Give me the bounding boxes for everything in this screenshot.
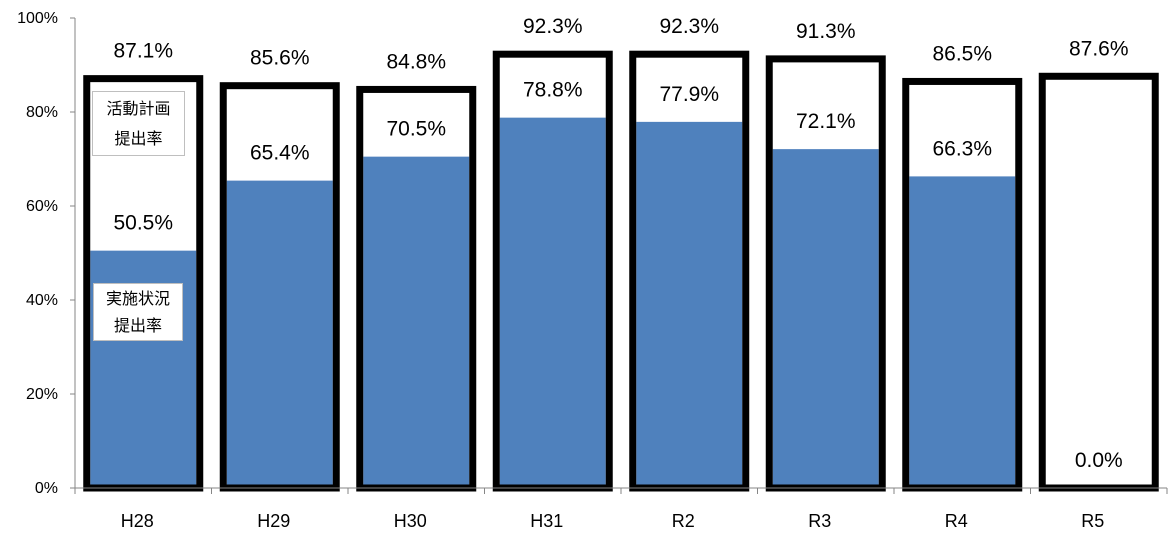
- activity-plan-rate-label: 91.3%: [796, 20, 856, 43]
- implementation-rate-bar: [909, 176, 1016, 485]
- implementation-rate-label: 78.8%: [523, 79, 583, 102]
- activity-plan-rate-bar: [1042, 76, 1156, 488]
- implementation-rate-bar: [499, 117, 606, 485]
- activity-plan-rate-label: 84.8%: [386, 50, 446, 73]
- legend-activity-plan-rate-label: 活動計画提出率: [106, 98, 171, 148]
- implementation-rate-label: 77.9%: [659, 83, 719, 106]
- implementation-rate-label: 66.3%: [932, 137, 992, 160]
- y-tick-label: 40%: [26, 292, 58, 309]
- data-labels-layer: 87.1% 50.5% 85.6% 65.4% 84.8% 70.5% 92.3% 78.8%…: [113, 15, 1128, 472]
- legend-implementation-rate: 実施状況提出率: [93, 283, 183, 341]
- implementation-rate-label: 65.4%: [250, 142, 310, 165]
- implementation-rate-bar: [636, 121, 743, 485]
- y-tick-label: 80%: [26, 104, 58, 121]
- x-tick-label: R2: [672, 511, 695, 531]
- bars-layer: [83, 50, 1159, 492]
- axes-layer: 0% 20% 40% 60% 80% 100% H28 H29 H30 H31 R2 R3 R4 R5: [17, 10, 1168, 531]
- activity-plan-rate-label: 92.3%: [659, 15, 719, 38]
- x-tick-label: R3: [808, 511, 831, 531]
- implementation-rate-bar: [363, 156, 470, 485]
- implementation-rate-bar: [226, 180, 333, 485]
- activity-plan-rate-label: 92.3%: [523, 15, 583, 38]
- x-tick-label: H29: [257, 511, 290, 531]
- implementation-rate-label: 70.5%: [386, 118, 446, 141]
- legend-activity-plan-rate: 活動計画提出率: [92, 91, 185, 156]
- x-tick-label: H30: [394, 511, 427, 531]
- activity-plan-rate-label: 86.5%: [932, 42, 992, 65]
- activity-plan-rate-label: 87.6%: [1069, 37, 1129, 60]
- x-tick-label: H31: [530, 511, 563, 531]
- implementation-rate-label: 72.1%: [796, 110, 856, 133]
- y-tick-label: 100%: [17, 10, 58, 27]
- implementation-rate-label: 50.5%: [113, 212, 173, 235]
- x-tick-label: H28: [121, 511, 154, 531]
- y-tick-label: 0%: [35, 480, 58, 497]
- activity-plan-rate-label: 87.1%: [113, 40, 173, 63]
- activity-plan-rate-label: 85.6%: [250, 47, 310, 70]
- implementation-rate-label: 0.0%: [1075, 449, 1123, 472]
- y-tick-label: 60%: [26, 198, 58, 215]
- implementation-rate-bar: [772, 149, 879, 485]
- x-tick-label: R4: [945, 511, 968, 531]
- legend-implementation-rate-label: 実施状況提出率: [105, 289, 170, 335]
- x-tick-label: R5: [1081, 511, 1104, 531]
- y-tick-label: 20%: [26, 386, 58, 403]
